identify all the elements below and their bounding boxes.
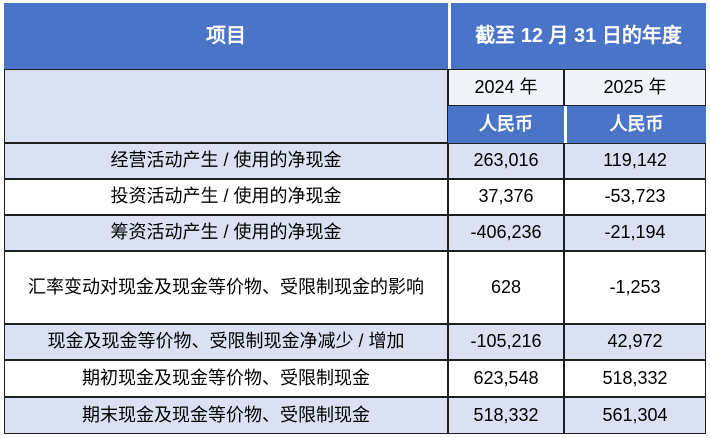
value-fx-effect-2024: 628 [448,251,564,324]
column-header-item: 项目 [4,3,448,69]
row-label-operating: 经营活动产生 / 使用的净现金 [4,143,448,179]
row-label-beginning-balance: 期初现金及现金等价物、受限制现金 [4,360,448,397]
value-fx-effect-2025: -1,253 [564,251,706,324]
value-operating-2024: 263,016 [448,143,564,179]
value-net-change-2024: -105,216 [448,324,564,360]
value-beginning-balance-2024: 623,548 [448,360,564,397]
year-header-2025: 2025 年 [564,69,706,106]
row-label-fx-effect: 汇率变动对现金及现金等价物、受限制现金的影响 [4,251,448,324]
column-header-period: 截至 12 月 31 日的年度 [448,3,706,69]
row-label-investing: 投资活动产生 / 使用的净现金 [4,179,448,215]
row-label-ending-balance: 期末现金及现金等价物、受限制现金 [4,397,448,434]
value-net-change-2025: 42,972 [564,324,706,360]
value-financing-2025: -21,194 [564,215,706,251]
cash-flow-table: 项目 截至 12 月 31 日的年度 2024 年 2025 年 人民币 人民币… [4,3,706,434]
value-operating-2025: 119,142 [564,143,706,179]
value-investing-2025: -53,723 [564,179,706,215]
empty-corner-cell [4,69,448,143]
row-label-net-change: 现金及现金等价物、受限制现金净减少 / 增加 [4,324,448,360]
value-ending-balance-2024: 518,332 [448,397,564,434]
value-investing-2024: 37,376 [448,179,564,215]
value-beginning-balance-2025: 518,332 [564,360,706,397]
currency-header-2024: 人民币 [448,106,564,143]
value-ending-balance-2025: 561,304 [564,397,706,434]
currency-header-2025: 人民币 [564,106,706,143]
value-financing-2024: -406,236 [448,215,564,251]
year-header-2024: 2024 年 [448,69,564,106]
row-label-financing: 筹资活动产生 / 使用的净现金 [4,215,448,251]
